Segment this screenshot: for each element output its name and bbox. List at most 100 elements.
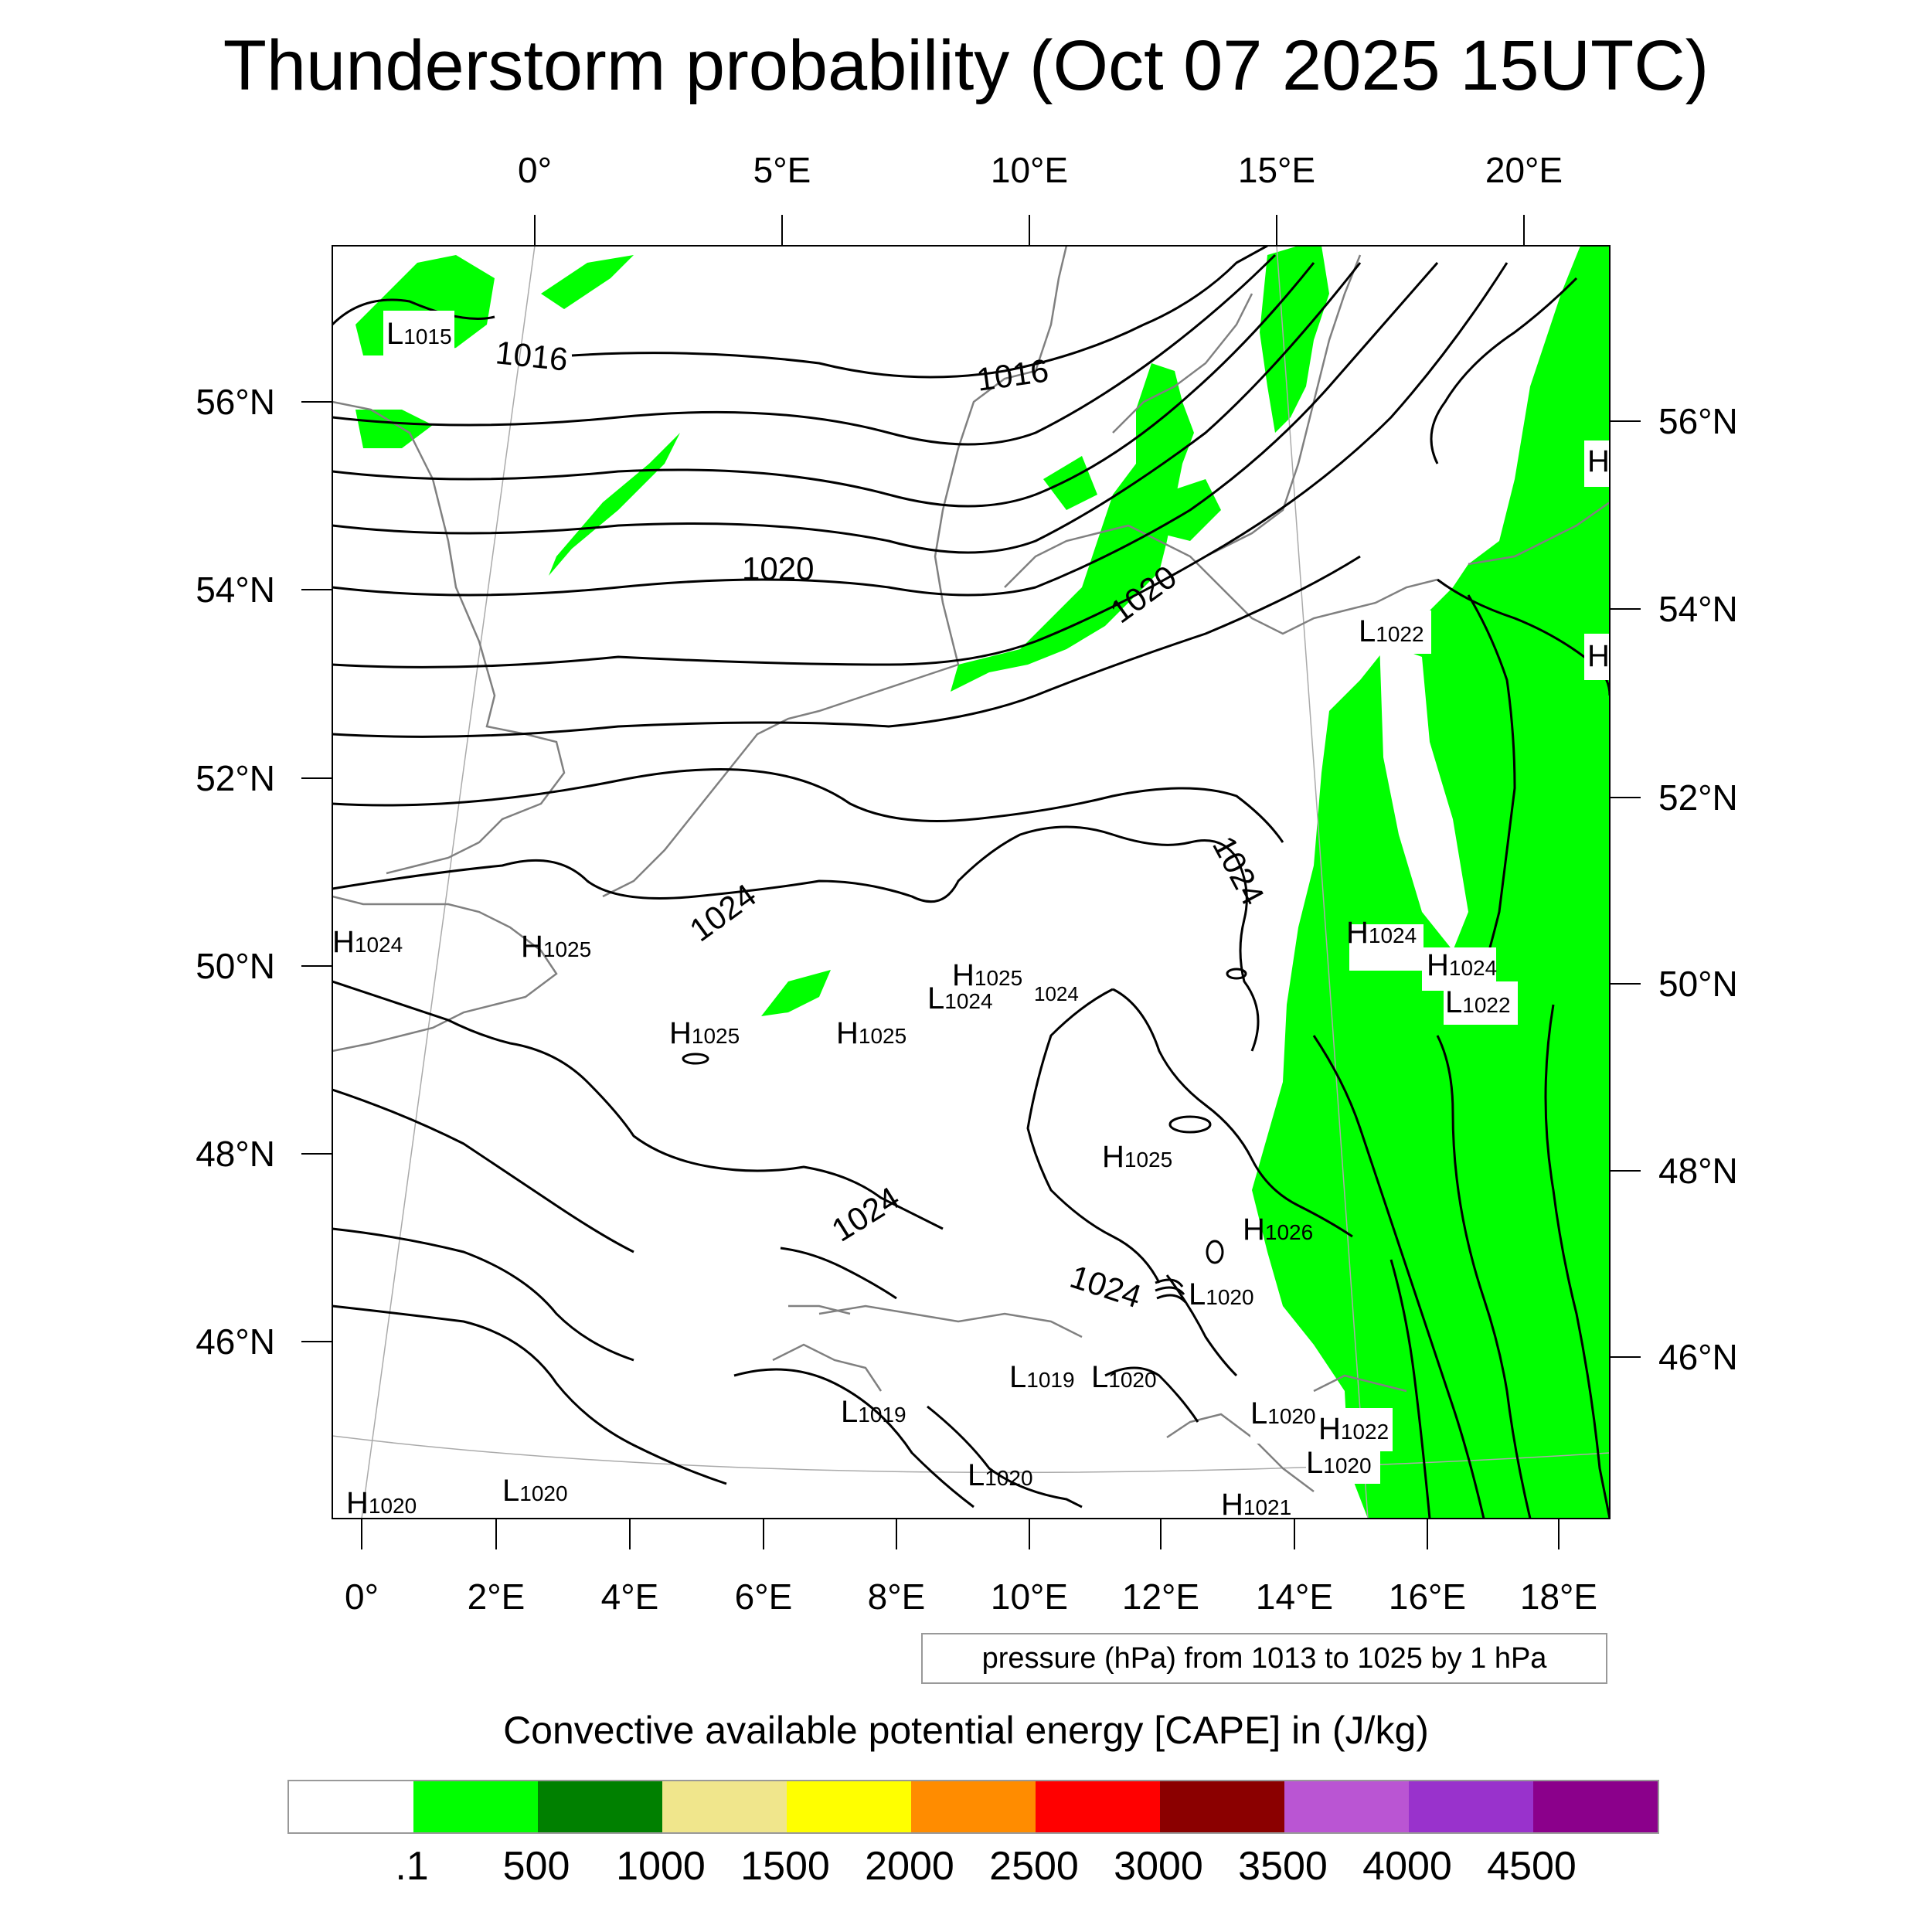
pressure-centers: L1015 H1024 H1025 H1025 H1025 H1025 L102… (332, 317, 1610, 1522)
tick-marks (301, 215, 1641, 1549)
coastlines (332, 246, 1610, 1492)
right-lat-label: 50°N (1658, 964, 1738, 1004)
colorbar-swatch (911, 1781, 1036, 1832)
colorbar-title: Convective available potential energy [C… (503, 1709, 1429, 1752)
pressure-center-label: H1022 (1318, 1412, 1389, 1446)
left-lat-label: 54°N (196, 570, 275, 610)
label-boxes (383, 311, 1610, 1484)
colorbar-label: 2000 (865, 1844, 954, 1889)
pressure-center-label: H1025 (952, 958, 1022, 992)
bottom-lon-label: 6°E (735, 1577, 793, 1617)
right-lat-label: 52°N (1658, 777, 1738, 818)
isobar-label: 1016 (975, 352, 1051, 398)
colorbar-swatch (413, 1781, 538, 1832)
pressure-center-label: L1019 (1009, 1360, 1075, 1394)
colorbar-swatch (1409, 1781, 1533, 1832)
map-frame (332, 245, 1611, 1519)
bottom-lon-label: 4°E (601, 1577, 659, 1617)
colorbar-swatch (1284, 1781, 1409, 1832)
bottom-lon-label: 18°E (1520, 1577, 1597, 1617)
pressure-center-label: L1020 (1091, 1360, 1157, 1394)
colorbar-swatch (1533, 1781, 1658, 1832)
isobar-label: 1024 (683, 876, 763, 948)
pressure-center-label: H1021 (1221, 1488, 1291, 1522)
left-lat-label: 48°N (196, 1134, 275, 1174)
bottom-lon-label: 14°E (1256, 1577, 1333, 1617)
colorbar-label: 1000 (616, 1844, 706, 1889)
right-lat-label: 46°N (1658, 1337, 1738, 1377)
pressure-center-label: L1020 (502, 1474, 568, 1508)
pressure-center-label: L1020 (1250, 1396, 1316, 1430)
right-lat-label: 56°N (1658, 401, 1738, 441)
left-lat-label: 46°N (196, 1321, 275, 1362)
colorbar-label: 500 (502, 1844, 570, 1889)
pressure-center-label: L1020 (1306, 1446, 1372, 1480)
contour-info-box: pressure (hPa) from 1013 to 1025 by 1 hP… (921, 1633, 1607, 1684)
pressure-center-label: L1022 (1359, 614, 1424, 648)
left-lat-label: 52°N (196, 758, 275, 798)
map-title: Thunderstorm probability (Oct 07 2025 15… (223, 26, 1709, 105)
colorbar-labels: .1 500 1000 1500 2000 2500 3000 3500 4000 4500 (287, 1843, 1655, 1889)
graticule (332, 246, 1610, 1519)
colorbar-label: 4000 (1362, 1844, 1452, 1889)
pressure-center-label: H1026 (1243, 1213, 1313, 1247)
pressure-center-label: L1024 (927, 981, 993, 1015)
right-lat-label: 54°N (1658, 589, 1738, 629)
colorbar-swatch (1160, 1781, 1284, 1832)
pressure-center-label: H1024 (332, 925, 403, 959)
right-latitude-labels: 56°N 54°N 52°N 50°N 48°N 46°N (1658, 401, 1738, 1377)
pressure-center-label: H1024 (1427, 948, 1497, 982)
small-contours (682, 968, 1247, 1304)
pressure-center-label: H1025 (669, 1016, 740, 1050)
colorbar-label: 4500 (1487, 1844, 1577, 1889)
top-lon-label: 5°E (753, 150, 811, 190)
bottom-lon-label: 10°E (991, 1577, 1068, 1617)
colorbar-swatch (289, 1781, 413, 1832)
bottom-lon-label: 0° (345, 1577, 379, 1617)
isobar-label-small: 1024 (1034, 982, 1079, 1005)
pressure-center-label: L1019 (841, 1395, 906, 1429)
pressure-center-label: L1015 (386, 317, 452, 351)
colorbar-label: .1 (395, 1844, 429, 1889)
colorbar-label: 3500 (1238, 1844, 1328, 1889)
edge-label: H (1587, 639, 1610, 673)
pressure-center-label: H1025 (1102, 1140, 1172, 1174)
colorbar-swatch (787, 1781, 911, 1832)
colorbar-swatch (538, 1781, 662, 1832)
colorbar-label: 1500 (740, 1844, 830, 1889)
colorbar (287, 1780, 1659, 1834)
top-longitude-labels: 0° 5°E 10°E 15°E 20°E (518, 150, 1563, 190)
isobar-label: 1024 (1206, 830, 1271, 911)
bottom-lon-label: 12°E (1122, 1577, 1199, 1617)
bottom-lon-label: 16°E (1389, 1577, 1466, 1617)
colorbar-swatch (1036, 1781, 1160, 1832)
pressure-center-label: L1022 (1445, 985, 1511, 1019)
bottom-lon-label: 2°E (468, 1577, 526, 1617)
pressure-center-label: L1020 (1189, 1277, 1254, 1311)
isobars (332, 246, 1610, 1519)
isobar-label: 1016 (494, 334, 570, 378)
pressure-center-label: H1025 (521, 930, 591, 964)
isobar-label: 1024 (1066, 1258, 1145, 1315)
top-lon-label: 0° (518, 150, 552, 190)
pressure-center-label: H1025 (836, 1016, 906, 1050)
left-latitude-labels: 56°N 54°N 52°N 50°N 48°N 46°N (196, 382, 275, 1362)
edge-label: H (1587, 444, 1610, 478)
top-lon-label: 10°E (991, 150, 1068, 190)
colorbar-label: 3000 (1114, 1844, 1203, 1889)
colorbar-label: 2500 (989, 1844, 1079, 1889)
left-lat-label: 56°N (196, 382, 275, 422)
right-lat-label: 48°N (1658, 1151, 1738, 1191)
colorbar-swatch (662, 1781, 787, 1832)
pressure-center-label: L1020 (968, 1458, 1033, 1492)
isobar-label: 1020 (742, 550, 814, 587)
bottom-longitude-labels: 0° 2°E 4°E 6°E 8°E 10°E 12°E 14°E 16°E 1… (345, 1577, 1597, 1617)
pressure-center-label: H1024 (1346, 916, 1417, 950)
cape-areas (355, 246, 1610, 1519)
isobar-label: 1024 (825, 1179, 906, 1248)
pressure-center-label: H1020 (346, 1486, 417, 1520)
top-lon-label: 15°E (1238, 150, 1315, 190)
top-lon-label: 20°E (1485, 150, 1563, 190)
bottom-lon-label: 8°E (868, 1577, 926, 1617)
